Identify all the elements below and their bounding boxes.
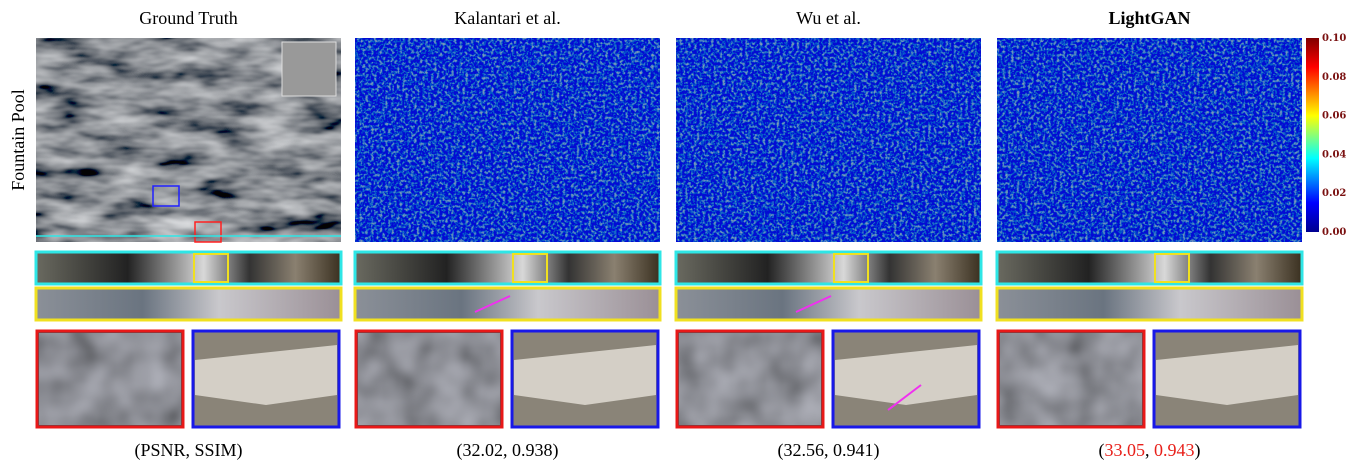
red-crop-texture <box>358 333 500 425</box>
caption-part: (PSNR, SSIM) <box>134 440 242 461</box>
caption-part: 32.02 <box>463 440 504 460</box>
error-noise <box>676 38 981 242</box>
caption: (32.02, 0.938) <box>457 440 559 461</box>
colorbar-tick: 0.02 <box>1322 188 1346 199</box>
epi-strip <box>997 252 1302 284</box>
red-crop-texture <box>39 333 181 425</box>
epi-zoom <box>355 288 660 320</box>
column-title: Wu et al. <box>796 8 861 28</box>
caption-part: , <box>1145 440 1154 460</box>
caption: (33.05, 0.943) <box>1099 440 1201 461</box>
caption-part: , <box>503 440 512 460</box>
epi-zoom <box>997 288 1302 320</box>
caption-part: ) <box>553 440 559 461</box>
epi-zoom <box>36 288 341 320</box>
caption: (PSNR, SSIM) <box>134 440 242 461</box>
epi-strip <box>36 252 341 284</box>
colorbar-tick: 0.04 <box>1322 149 1346 160</box>
colorbar-tick: 0.06 <box>1322 111 1346 122</box>
error-noise <box>997 38 1302 242</box>
error-noise <box>355 38 660 242</box>
caption: (32.56, 0.941) <box>778 440 880 461</box>
caption-part: 0.941 <box>833 440 874 460</box>
epi-strip <box>676 252 981 284</box>
view-grid <box>282 42 336 96</box>
epi-zoom <box>676 288 981 320</box>
caption-part: 33.05 <box>1105 440 1146 460</box>
red-crop-texture <box>1000 333 1142 425</box>
caption-part: ) <box>874 440 880 461</box>
colorbar-tick: 0.08 <box>1322 72 1346 83</box>
red-crop-texture <box>679 333 821 425</box>
caption-part: 0.943 <box>1154 440 1195 460</box>
column-title: LightGAN <box>1108 8 1190 28</box>
column-title: Ground Truth <box>139 8 238 28</box>
colorbar-tick: 0.10 <box>1322 33 1346 44</box>
caption-part: , <box>824 440 833 460</box>
caption-part: 0.938 <box>512 440 553 460</box>
column-title: Kalantari et al. <box>454 8 560 28</box>
caption-part: ) <box>1195 440 1201 461</box>
caption-part: 32.56 <box>784 440 825 460</box>
row-label: Fountain Pool <box>8 89 28 191</box>
colorbar <box>1306 38 1319 232</box>
colorbar-tick: 0.00 <box>1322 227 1346 238</box>
epi-strip <box>355 252 660 284</box>
figure: Fountain Pool Ground Truth (PSNR, SSIM) Ka… <box>0 0 1361 465</box>
